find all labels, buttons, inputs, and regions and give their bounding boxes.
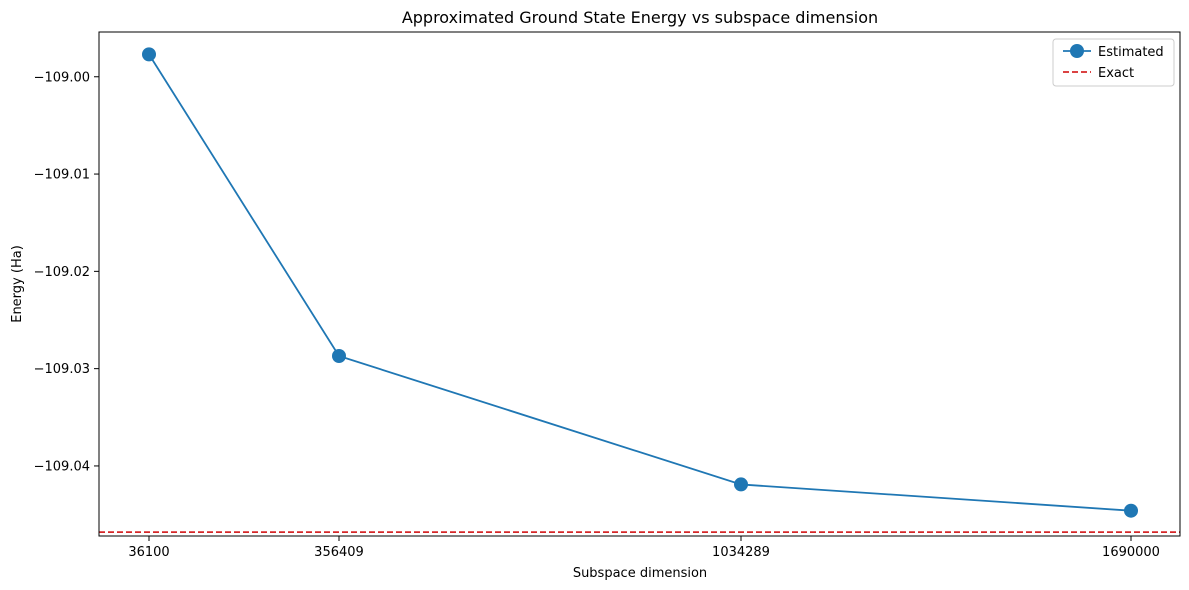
estimated-data-point [1124,503,1138,518]
estimated-data-point [734,477,748,492]
y-tick-label: −109.01 [34,168,90,183]
y-tick-label: −109.03 [34,362,90,377]
y-axis: −109.04 −109.03 −109.02 −109.01 −109.00 [34,70,99,474]
legend-estimated-marker [1070,44,1084,58]
x-tick-label: 356409 [314,545,364,560]
plot-area [98,31,1181,537]
legend-estimated-label: Estimated [1098,45,1164,60]
y-tick-label: −109.02 [34,265,90,280]
y-axis-label: Energy (Ha) [10,245,25,323]
x-tick-label: 1690000 [1102,545,1160,560]
y-tick-label: −109.00 [34,70,90,85]
chart-title: Approximated Ground State Energy vs subs… [402,8,878,27]
estimated-data-point [142,47,156,62]
series-lines [148,53,1132,512]
x-axis: 36100 356409 1034289 1690000 [128,536,1160,560]
legend: Estimated Exact [1052,38,1175,87]
axes-frame [98,31,1181,537]
estimated-data-point [332,349,346,363]
data-markers [142,47,1138,518]
x-tick-label: 36100 [128,545,169,560]
y-tick-label: −109.04 [34,459,90,474]
legend-exact-label: Exact [1098,66,1134,81]
x-axis-label: Subspace dimension [573,566,707,581]
estimated-series-line [148,53,1132,512]
x-tick-label: 1034289 [712,545,770,560]
